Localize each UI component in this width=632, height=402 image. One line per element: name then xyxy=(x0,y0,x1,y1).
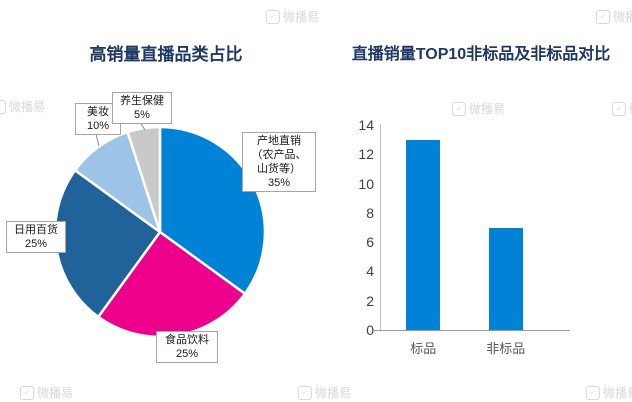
watermark-text: 微播易 xyxy=(315,386,352,400)
watermark-text: 微播易 xyxy=(9,100,46,114)
watermark-logo-icon: ✓ xyxy=(612,101,626,116)
watermark-logo-icon: ✓ xyxy=(298,385,312,400)
y-tick-label: 14 xyxy=(358,117,374,133)
bar-1 xyxy=(488,227,523,330)
pie-label-food-beverage: 食品饮料 25% xyxy=(156,331,218,363)
pie-label-health-care: 养生保健 5% xyxy=(112,92,172,124)
x-category-label: 标品 xyxy=(410,341,437,356)
bar-plot-area xyxy=(382,125,547,330)
watermark-text: 微播易 xyxy=(613,10,632,24)
y-tick-label: 2 xyxy=(366,292,374,309)
bar-0 xyxy=(406,139,441,330)
watermark: ✓微播易 xyxy=(612,100,632,117)
pie-label-origin-direct-sales: 产地直销 （农产品、 山货等） 35% xyxy=(242,132,316,192)
watermark-logo-icon: ✓ xyxy=(266,9,280,24)
watermark-logo-icon: ✓ xyxy=(0,99,6,114)
y-tick-label: 0 xyxy=(366,322,374,338)
y-axis-line xyxy=(380,124,381,331)
y-tick-label: 10 xyxy=(358,175,374,192)
watermark-logo-icon: ✓ xyxy=(586,385,600,400)
watermark-text: 微播易 xyxy=(603,386,632,400)
x-axis-line xyxy=(374,330,570,331)
bar-chart-title: 直播销量TOP10非标品及非标品对比 xyxy=(351,46,611,64)
watermark: ✓微播易 xyxy=(452,100,505,117)
x-category-label: 非标品 xyxy=(486,341,526,356)
watermark: ✓微播易 xyxy=(596,8,632,25)
watermark-text: 微播易 xyxy=(283,10,320,24)
watermark-logo-icon: ✓ xyxy=(20,385,34,400)
watermark-text: 微播易 xyxy=(469,102,506,116)
y-tick-label: 6 xyxy=(366,234,374,251)
pie-chart-svg xyxy=(53,121,267,339)
watermark-logo-icon: ✓ xyxy=(452,101,466,116)
y-axis-labels: 0 2 4 6 8 10 12 14 xyxy=(338,117,374,338)
pie-leader-line xyxy=(95,133,100,147)
watermark: ✓微播易 xyxy=(266,8,319,25)
watermark-text: 微播易 xyxy=(629,100,632,117)
y-tick-label: 12 xyxy=(358,146,374,163)
watermark: ✓微播易 xyxy=(586,384,632,401)
watermark-text: 微播易 xyxy=(37,386,74,400)
watermark: ✓微播易 xyxy=(20,384,73,401)
watermark: ✓微播易 xyxy=(298,384,351,401)
pie-label-daily-goods: 日用百货 25% xyxy=(6,221,66,253)
watermark: ✓微播易 xyxy=(0,98,45,115)
watermark-logo-icon: ✓ xyxy=(596,9,610,24)
y-tick-label: 8 xyxy=(366,204,374,221)
y-tick-label: 4 xyxy=(366,263,374,280)
pie-chart-title: 高销量直播品类占比 xyxy=(89,45,243,65)
